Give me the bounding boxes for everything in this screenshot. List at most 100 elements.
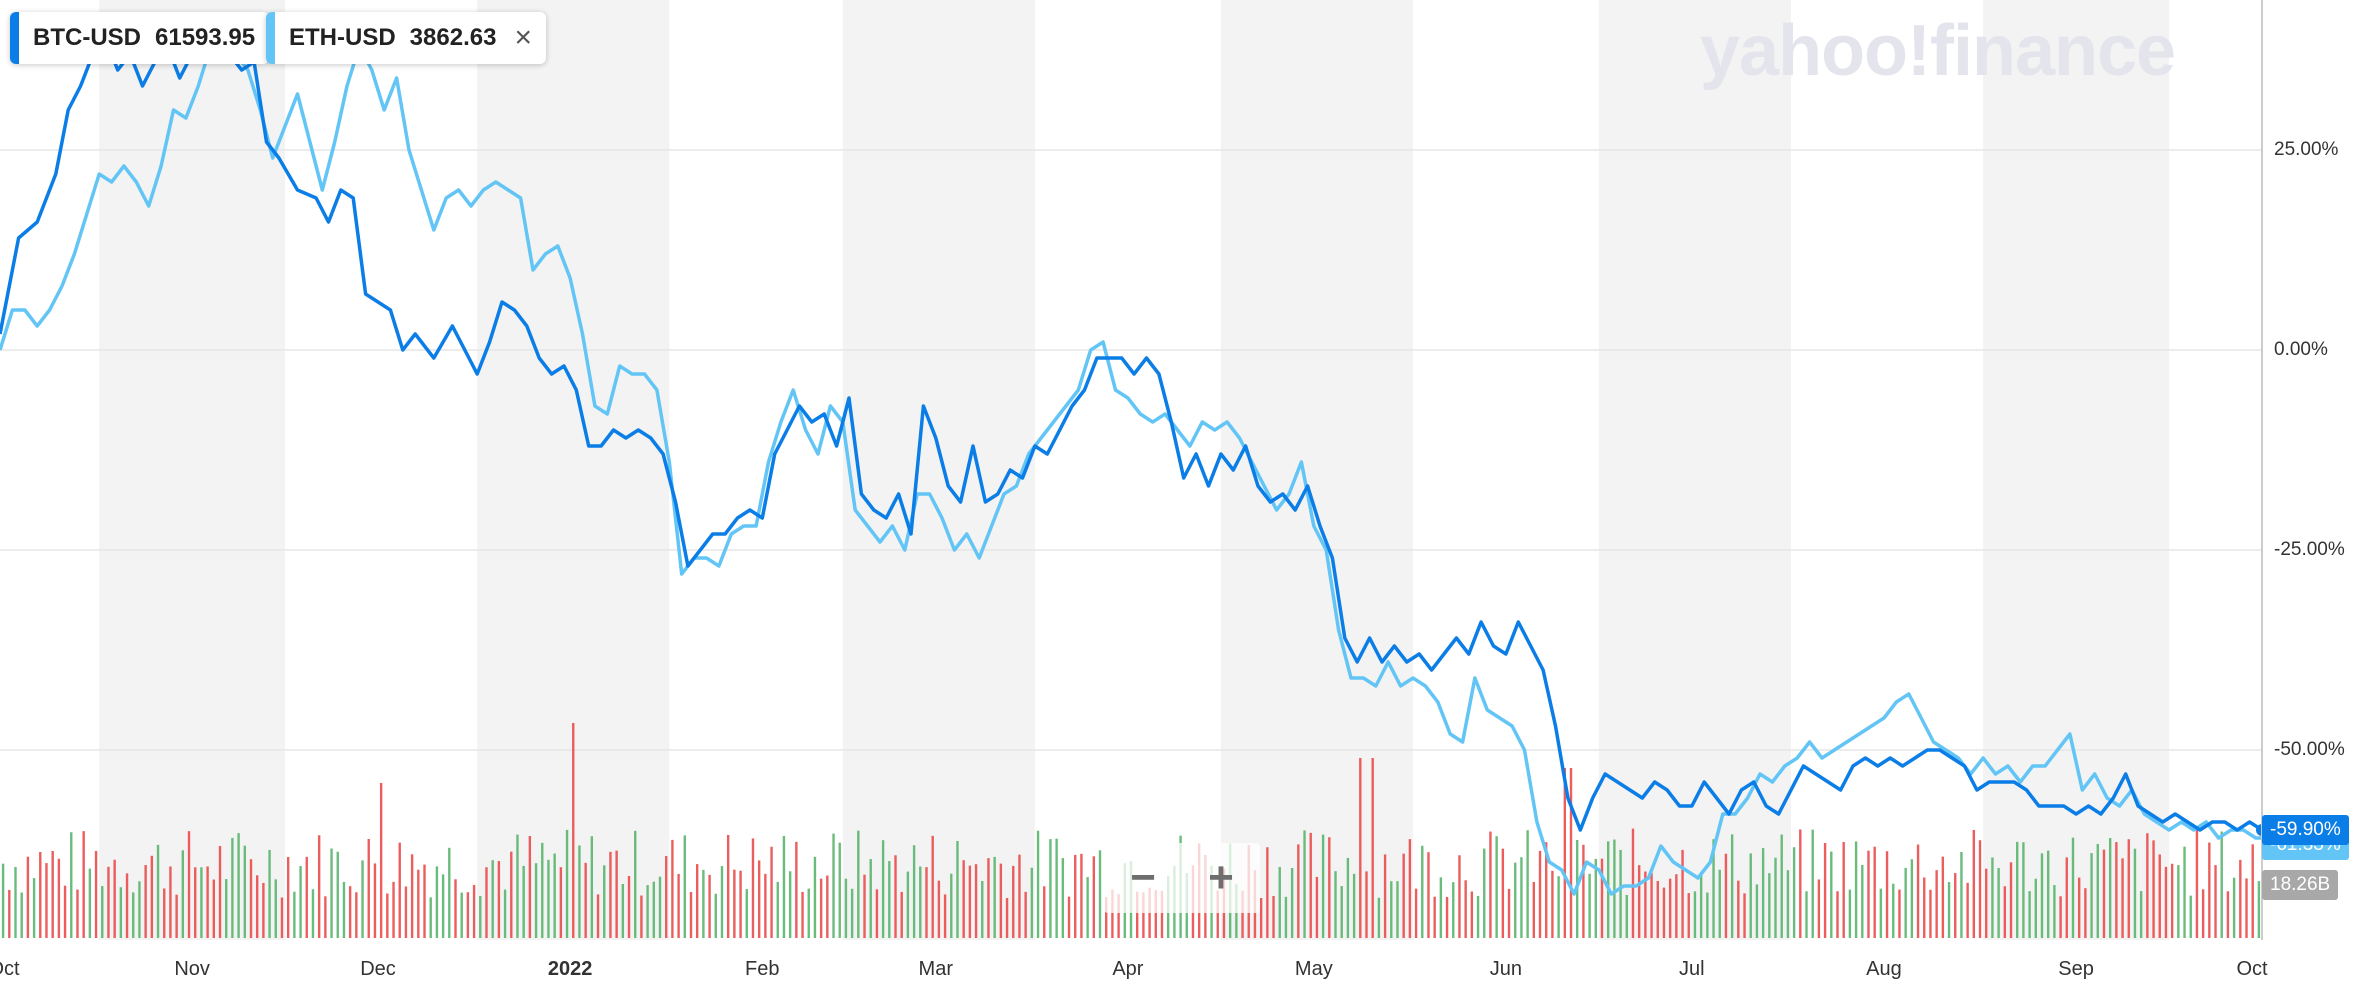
y-tick-label: 0.00%	[2274, 339, 2328, 360]
volume-bar	[869, 859, 872, 938]
volume-bar	[1693, 891, 1697, 938]
volume-bar	[640, 895, 643, 938]
volume-bar	[336, 851, 339, 938]
volume-bar	[974, 864, 978, 938]
volume-bar	[857, 830, 860, 938]
zoom-in-button[interactable]: +	[1208, 853, 1234, 902]
volume-bar	[919, 866, 922, 938]
volume-bar	[2040, 853, 2044, 938]
zoom-out-button[interactable]: −	[1130, 853, 1156, 902]
month-band	[1220, 0, 1413, 940]
volume-bar	[1135, 891, 1139, 938]
volume-bar	[460, 892, 463, 938]
volume-bar	[714, 893, 717, 938]
volume-bar	[2152, 840, 2155, 938]
volume-bar	[950, 873, 953, 938]
volume-bar	[726, 834, 730, 938]
remove-comparison-close-icon[interactable]: ×	[514, 21, 532, 54]
x-tick-label: Dec	[360, 958, 396, 980]
volume-bar	[1507, 888, 1511, 938]
month-band	[1598, 0, 1792, 940]
volume-bar	[1687, 893, 1690, 938]
volume-bar	[1830, 851, 1833, 938]
volume-bar	[1049, 839, 1052, 938]
volume-bar	[1458, 855, 1461, 938]
volume-bar	[528, 835, 532, 938]
volume-bar	[1954, 873, 1957, 938]
volume-bar	[906, 871, 910, 938]
volume-bar	[479, 895, 482, 938]
volume-bar	[516, 834, 519, 938]
volume-badge: 18.26B	[2262, 870, 2339, 900]
volume-bar	[1668, 878, 1672, 938]
volume-bar	[1439, 877, 1443, 938]
volume-bar	[1365, 871, 1368, 938]
volume-bar	[2139, 891, 2143, 938]
volume-bar	[274, 879, 277, 938]
volume-bar	[187, 831, 191, 938]
volume-bar	[1929, 889, 1932, 938]
volume-bar	[1637, 865, 1641, 938]
volume-bar	[931, 835, 934, 938]
volume-bar	[838, 842, 841, 938]
volume-bar	[2028, 891, 2031, 938]
volume-bar	[1805, 891, 1808, 938]
volume-bar	[1520, 857, 1523, 938]
volume-bar	[2121, 858, 2124, 938]
btc-swatch	[10, 12, 19, 64]
volume-bar	[1656, 881, 1659, 938]
volume-bar	[1681, 849, 1684, 938]
volume-bar	[231, 837, 234, 938]
volume-bar	[1080, 853, 1083, 938]
volume-bar	[1433, 896, 1436, 938]
volume-bar	[1154, 890, 1157, 938]
volume-bar	[1724, 853, 1728, 938]
volume-bar	[1303, 830, 1306, 938]
volume-bar	[1414, 888, 1418, 938]
volume-bar	[1514, 862, 1517, 938]
volume-bar	[342, 881, 346, 938]
volume-bar	[1452, 882, 1455, 938]
volume-bar	[2158, 854, 2161, 938]
volume-bar	[510, 851, 513, 938]
volume-bar	[695, 864, 699, 938]
volume-bar	[2022, 842, 2025, 938]
volume-bar	[987, 858, 990, 938]
volume-bar	[1272, 895, 1275, 938]
volume-bar	[435, 866, 439, 938]
volume-bar	[788, 871, 792, 938]
volume-bar	[249, 859, 253, 938]
volume-bar	[2201, 889, 2205, 938]
volume-bar	[119, 887, 123, 938]
volume-bar	[764, 873, 767, 938]
volume-bar	[702, 869, 705, 938]
volume-bar	[1483, 848, 1486, 938]
volume-bar	[317, 835, 321, 938]
volume-bar	[683, 835, 686, 938]
volume-bar	[1390, 881, 1393, 938]
volume-bar	[255, 875, 259, 938]
x-tick-label: Mar	[918, 958, 954, 980]
volume-bar	[1600, 858, 1604, 938]
volume-bar	[1421, 845, 1424, 938]
legend-btc[interactable]: BTC-USD 61593.95	[10, 12, 270, 64]
volume-bar	[355, 892, 358, 938]
volume-bar	[441, 874, 445, 938]
volume-bar	[503, 889, 507, 938]
volume-bar	[1730, 834, 1734, 938]
volume-bar	[2115, 842, 2118, 938]
legend-eth[interactable]: ETH-USD 3862.63 ×	[266, 12, 546, 64]
volume-bar	[1662, 887, 1666, 938]
volume-bar	[1340, 886, 1343, 938]
volume-bar	[1867, 850, 1870, 938]
volume-bar	[634, 830, 637, 938]
volume-bar	[1631, 828, 1635, 938]
volume-bar	[1216, 890, 1219, 938]
volume-bar	[1346, 857, 1350, 938]
y-tick-label: -50.00%	[2274, 739, 2345, 760]
x-tick-label: Jun	[1489, 958, 1523, 980]
volume-bar	[2090, 853, 2093, 938]
volume-bar	[943, 894, 947, 938]
volume-bar	[1142, 892, 1145, 938]
